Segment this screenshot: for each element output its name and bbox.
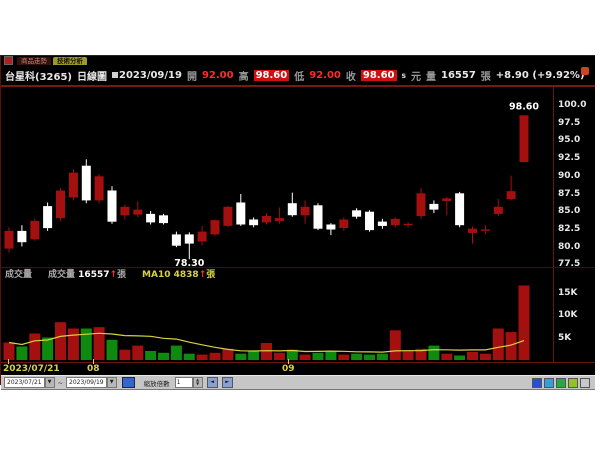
volume-header: 成交量 成交量 16557↑張 MA10 4838↑張 (1, 268, 595, 280)
price-axis-label: 97.5 (558, 117, 581, 128)
volume-readout: 成交量 16557↑張 (48, 269, 127, 280)
tab-quote-trend[interactable]: 商品走勢 (17, 57, 51, 65)
price-axis-line (553, 87, 554, 267)
price-axis-label: 80.0 (558, 241, 581, 252)
high-value: 98.60 (253, 69, 290, 81)
svg-text:98.60: 98.60 (509, 101, 539, 112)
date-tick (288, 359, 289, 364)
volume-up-arrow-icon: ↑ (109, 269, 118, 280)
price-axis-label: 85.0 (558, 206, 581, 217)
to-date-select[interactable]: 2023/09/19 ▼ (66, 377, 117, 388)
date-axis-label: 09 (282, 364, 295, 374)
from-date-select[interactable]: 2023/07/21 ▼ (4, 377, 55, 388)
price-axis-label: 95.0 (558, 135, 581, 146)
volume-axis-label: 5K (558, 332, 572, 343)
price-axis-label: 92.5 (558, 153, 581, 164)
period-label[interactable]: 日線圖 (76, 71, 107, 83)
ma10-up-arrow-icon: ↑ (198, 269, 207, 280)
close-suffix: s (401, 70, 406, 80)
taskbar-icon[interactable] (532, 377, 542, 388)
date-tick (8, 359, 9, 364)
taskbar-icon[interactable] (556, 377, 566, 388)
date-axis-label: 2023/07/21 (3, 364, 60, 374)
volume-value: 16557 (440, 69, 476, 81)
volume-unit: 張 (480, 71, 491, 83)
close-label: 收 (345, 71, 356, 83)
price-axis-label: 77.5 (558, 259, 581, 270)
apply-range-button[interactable] (121, 377, 135, 388)
app-icon (4, 56, 13, 65)
taskbar-icon[interactable] (568, 377, 578, 388)
price-chart-canvas[interactable]: 98.60 78.30 (1, 87, 553, 267)
volume-pane-title: 成交量 (5, 269, 33, 280)
price-axis-label: 100.0 (558, 99, 587, 110)
date-field[interactable]: 2023/09/19 (111, 70, 182, 81)
stepper-arrows-icon[interactable]: ▲ ▼ (192, 377, 203, 388)
close-value: 98.60 (360, 69, 397, 81)
volume-chart-canvas[interactable] (1, 278, 553, 362)
taskbar-icon-group (532, 377, 592, 388)
open-value: 92.00 (201, 69, 234, 81)
open-label: 開 (186, 71, 197, 83)
scroll-right-button[interactable]: ► (221, 377, 233, 388)
alert-icon[interactable] (581, 67, 589, 75)
zoom-factor-label: 縮放倍數 (143, 379, 170, 388)
volume-axis-label: 10K (558, 310, 578, 320)
volume-axis-line (553, 278, 554, 362)
chevron-down-icon[interactable]: ▼ (44, 377, 55, 388)
low-value: 92.00 (309, 69, 341, 81)
date-axis-label: 08 (87, 364, 100, 374)
stock-name: 台星科(3265) (5, 71, 72, 83)
price-pane: 98.60 78.30 100.0 97.5 95.0 92.5 90.0 87.5 85.0… (1, 87, 595, 270)
chevron-down-icon[interactable]: ▼ (106, 377, 117, 388)
bottom-toolbar: 2023/07/21 ▼ ~ 2023/09/19 ▼ 縮放倍數 1 ▲ ▼ ◄ ► (1, 375, 595, 390)
currency-label: 元 (410, 71, 421, 83)
price-axis-label: 82.5 (558, 223, 581, 234)
volume-axis-label: 15K (558, 287, 578, 298)
chart-application-window: 商品走勢 技術分析 台星科(3265) 日線圖 2023/09/19 開 92.… (0, 55, 595, 390)
price-axis-label: 87.5 (558, 188, 581, 199)
zoom-factor-stepper[interactable]: 1 ▲ ▼ (174, 377, 203, 388)
price-axis-label: 90.0 (558, 170, 581, 181)
tab-technical-analysis[interactable]: 技術分析 (53, 57, 87, 65)
volume-label: 量 (425, 71, 436, 83)
taskbar-icon[interactable] (544, 377, 554, 388)
date-marker-icon (111, 71, 118, 78)
change-value: +8.90 (+9.92%) (495, 69, 585, 81)
volume-pane: 15K 10K 5K (1, 278, 595, 363)
svg-text:78.30: 78.30 (174, 258, 204, 267)
date-tick (93, 359, 94, 364)
ma10-readout: MA10 4838↑張 (142, 269, 216, 280)
quote-header: 台星科(3265) 日線圖 2023/09/19 開 92.00 高 98.60… (1, 65, 595, 87)
date-axis: 2023/07/21 08 09 (1, 359, 595, 375)
range-separator: ~ (57, 378, 64, 387)
low-label: 低 (294, 71, 305, 83)
high-label: 高 (238, 71, 249, 83)
tab-bar: 商品走勢 技術分析 (1, 56, 595, 65)
scroll-left-button[interactable]: ◄ (206, 377, 218, 388)
taskbar-icon[interactable] (580, 377, 590, 388)
volume-header-axis-line (553, 268, 554, 278)
